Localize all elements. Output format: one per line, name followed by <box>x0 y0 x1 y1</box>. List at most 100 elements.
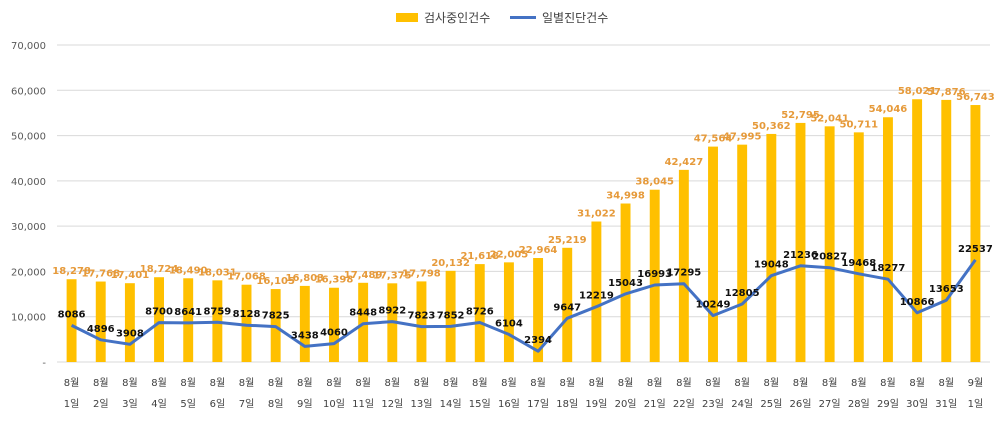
bar <box>562 247 573 362</box>
line-data-label: 3438 <box>291 330 319 341</box>
x-tick-label-month: 8월 <box>443 377 459 389</box>
bar <box>882 117 893 362</box>
x-tick-label-month: 8월 <box>122 377 138 389</box>
x-tick-label-month: 8월 <box>297 377 313 389</box>
x-tick-label-month: 8월 <box>647 377 663 389</box>
bar-data-label: 47,995 <box>723 132 762 143</box>
x-tick-label-month: 8월 <box>880 377 896 389</box>
line-data-label: 7825 <box>262 311 290 322</box>
line-data-label: 22537 <box>958 244 993 255</box>
y-tick-label: 50,000 <box>11 132 46 143</box>
bar <box>766 133 777 362</box>
line-data-label: 6104 <box>495 318 523 329</box>
bar-data-label: 42,427 <box>665 157 704 168</box>
x-tick-label-month: 8월 <box>326 377 342 389</box>
bar <box>474 264 485 362</box>
bar-data-label: 50,711 <box>840 119 879 130</box>
x-tick-label-day: 13일 <box>410 398 432 410</box>
x-tick-label-month: 8월 <box>618 377 634 389</box>
line-data-label: 10249 <box>696 300 731 311</box>
x-tick-label-month: 8월 <box>180 377 196 389</box>
line-data-label: 13653 <box>929 284 964 295</box>
x-tick-label-month: 8월 <box>151 377 167 389</box>
bar-data-label: 38,045 <box>635 177 674 188</box>
bar <box>329 287 339 362</box>
y-tick-label: - <box>42 358 46 369</box>
x-tick-label-day: 18일 <box>556 398 578 410</box>
x-tick-label-day: 27일 <box>819 398 841 410</box>
y-tick-label: 70,000 <box>11 41 46 52</box>
bar-data-label: 20,132 <box>431 258 470 269</box>
bar <box>941 99 952 362</box>
line-data-label: 4896 <box>87 324 115 335</box>
bar <box>912 99 923 363</box>
bar-data-label: 18,724 <box>140 264 179 275</box>
bar <box>503 262 514 362</box>
bar-data-label: 17,489 <box>344 270 383 281</box>
x-tick-label-day: 30일 <box>906 398 928 410</box>
x-tick-label-day: 3일 <box>122 398 138 410</box>
bar <box>620 203 631 362</box>
x-tick-label-day: 1일 <box>64 398 80 410</box>
line-data-label: 7852 <box>437 310 465 321</box>
x-tick-label-day: 7일 <box>239 398 255 410</box>
bar <box>708 146 718 362</box>
bar-data-label: 21,618 <box>460 251 499 262</box>
legend-line-label: 일별진단건수 <box>542 11 608 25</box>
x-tick-label-month: 8월 <box>530 377 546 389</box>
line-data-label: 12219 <box>579 291 614 302</box>
line-data-label: 21236 <box>783 250 818 261</box>
line-path <box>70 259 977 353</box>
x-tick-label-day: 25일 <box>760 398 782 410</box>
line-data-label: 8700 <box>145 307 173 318</box>
x-tick-label-day: 28일 <box>848 398 870 410</box>
bar-data-label: 18,031 <box>198 267 237 278</box>
bar <box>416 281 427 362</box>
x-tick-label-month: 8월 <box>414 377 430 389</box>
x-tick-label-month: 8월 <box>64 377 80 389</box>
x-tick-label-month: 8월 <box>793 377 809 389</box>
line-data-label: 18277 <box>871 263 906 274</box>
y-tick-label: 30,000 <box>11 222 46 233</box>
x-tick-label-month: 8월 <box>938 377 954 389</box>
bar-data-label: 17,798 <box>402 268 441 279</box>
x-tick-label-day: 20일 <box>615 398 637 410</box>
line-data-label: 4060 <box>320 328 348 339</box>
line-data-label: 3908 <box>116 328 144 339</box>
bar <box>241 284 252 362</box>
bar <box>824 126 835 362</box>
x-tick-label-month: 8월 <box>93 377 109 389</box>
line-data-label: 19048 <box>754 260 789 271</box>
bar-data-label: 17,768 <box>81 269 120 280</box>
bar <box>853 132 864 362</box>
x-tick-label-month: 8월 <box>385 377 401 389</box>
bar <box>66 279 77 362</box>
x-tick-label-day: 24일 <box>731 398 753 410</box>
bar <box>299 285 310 362</box>
x-tick-label-day: 10일 <box>323 398 345 410</box>
x-tick-label-day: 17일 <box>527 398 549 410</box>
line-data-label: 8086 <box>58 309 86 320</box>
bar-data-label: 18,278 <box>52 266 91 277</box>
x-tick-label-month: 8월 <box>559 377 575 389</box>
legend: 검사중인건수 일별진단건수 <box>396 11 608 25</box>
x-tick-label-day: 4일 <box>151 398 167 410</box>
x-tick-label-day: 12일 <box>381 398 403 410</box>
bar-data-label: 22,964 <box>519 245 558 256</box>
x-tick-label-day: 16일 <box>498 398 520 410</box>
bar-data-label: 18,490 <box>169 265 208 276</box>
bar <box>591 221 602 362</box>
line-data-label: 8759 <box>203 306 231 317</box>
line-series <box>70 259 977 353</box>
bar-data-label: 56,743 <box>956 92 995 103</box>
bar-data-label: 58,021 <box>898 86 937 97</box>
bar-data-label: 22,005 <box>490 249 529 260</box>
x-tick-label-month: 8월 <box>210 377 226 389</box>
line-data-label: 15043 <box>608 278 643 289</box>
x-tick-label-day: 19일 <box>585 398 607 410</box>
legend-bar-swatch <box>396 13 418 22</box>
y-tick-label: 20,000 <box>11 267 46 278</box>
x-tick-label-day: 15일 <box>469 398 491 410</box>
bar-data-label: 17,068 <box>227 272 266 283</box>
